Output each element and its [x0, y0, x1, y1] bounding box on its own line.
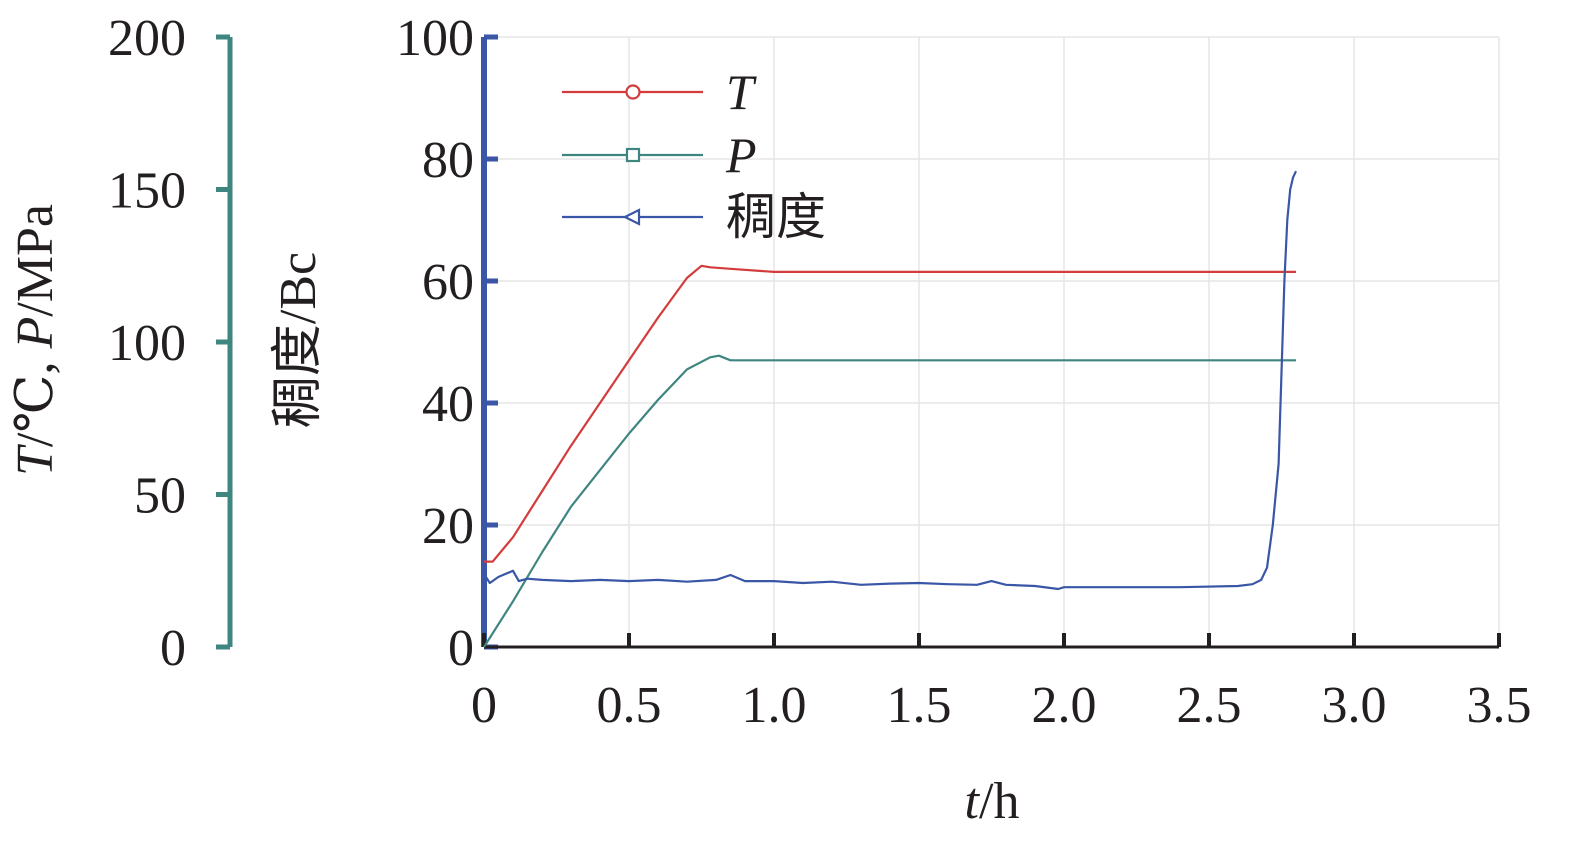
x-tick-label-5: 2.5 [1177, 677, 1242, 734]
inner-y-tick-label-1: 20 [422, 498, 474, 555]
x-tick-label-0: 0 [471, 677, 497, 734]
series-line-2 [483, 170, 1297, 591]
legend-marker-1 [625, 147, 641, 163]
legend-label-2: 稠度 [726, 189, 826, 245]
inner-y-tick-label-2: 40 [422, 376, 474, 433]
outer-y-axis: 0 50 100 150 200 [108, 10, 233, 677]
x-axis: 0 0.5 1.0 1.5 2.0 2.5 3.0 3.5 [471, 633, 1532, 734]
outer-y-axis-title-t: T [7, 444, 64, 476]
series-line-1 [483, 354, 1296, 648]
outer-y-tick-label-2: 100 [108, 315, 186, 372]
inner-y-tick-label-0: 0 [448, 620, 474, 677]
outer-y-tick-label-3: 150 [108, 163, 186, 220]
legend-label-1: P [725, 127, 757, 183]
x-tick-label-1: 0.5 [597, 677, 662, 734]
legend-marker-2 [622, 208, 641, 226]
outer-y-tick-label-0: 0 [160, 620, 186, 677]
x-tick-label-3: 1.5 [887, 677, 952, 734]
inner-y-axis-title: 稠度/Bc [270, 252, 327, 428]
x-tick-label-4: 2.0 [1032, 677, 1097, 734]
x-tick-label-2: 1.0 [742, 677, 807, 734]
series-line-0 [484, 264, 1296, 563]
inner-y-tick-label-4: 80 [422, 132, 474, 189]
outer-y-tick-label-1: 50 [134, 468, 186, 525]
outer-y-axis-title-unit: /MPa [7, 204, 64, 317]
x-axis-title-unit: /h [979, 773, 1019, 830]
outer-y-tick-label-4: 200 [108, 10, 186, 67]
x-tick-label-7: 3.5 [1467, 677, 1532, 734]
inner-y-axis: 0 20 40 60 80 100 [396, 10, 498, 677]
series-lines [483, 170, 1297, 648]
inner-y-tick-label-5: 100 [396, 10, 474, 67]
outer-y-axis-title-p: P [7, 317, 64, 350]
legend-marker-0 [625, 84, 641, 100]
x-axis-title: t/h [965, 773, 1020, 830]
legend: TP 稠度 [562, 64, 826, 245]
x-axis-title-var: t [965, 773, 981, 830]
outer-y-axis-title-mid: /℃, [7, 348, 64, 447]
outer-y-axis-title: T/℃, P/MPa [7, 204, 64, 476]
grid [484, 36, 1500, 647]
inner-y-tick-label-3: 60 [422, 254, 474, 311]
legend-label-0: T [726, 64, 757, 120]
x-tick-label-6: 3.0 [1322, 677, 1387, 734]
